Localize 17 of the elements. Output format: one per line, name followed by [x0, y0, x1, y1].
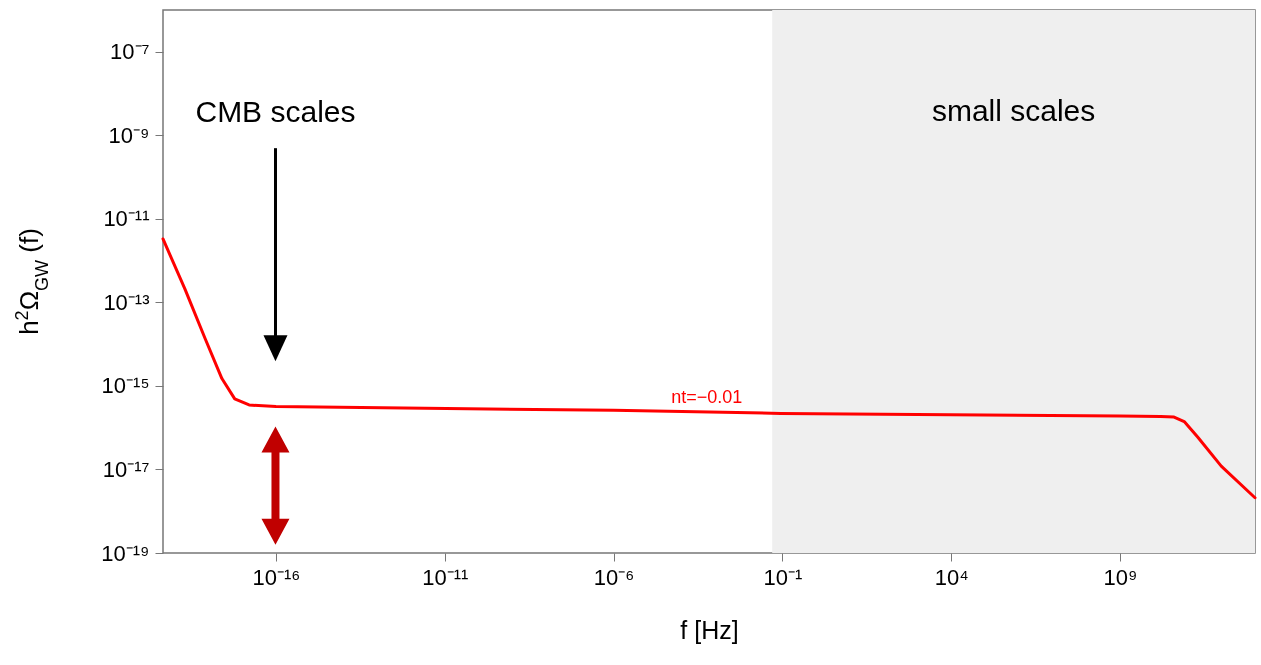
y-tick-label: 10⁻⁹	[108, 122, 150, 148]
annotation: nt=−0.01	[671, 386, 743, 407]
x-tick-label: 10⁻⁶	[593, 564, 635, 590]
y-tick-label: 10⁻¹³	[103, 289, 150, 315]
x-tick-label: 10⁴	[934, 564, 969, 590]
x-tick-label: 10⁻¹¹	[422, 564, 469, 590]
x-tick-label: 10⁻¹	[763, 564, 803, 590]
annotation: CMB scales	[195, 95, 356, 129]
y-tick-label: 10⁻⁷	[110, 39, 150, 65]
x-axis-title: f [Hz]	[680, 615, 739, 644]
y-tick-label: 10⁻¹⁵	[101, 373, 150, 399]
y-tick-label: 10⁻¹⁷	[102, 456, 150, 482]
x-tick-label: 10⁻¹⁶	[252, 564, 301, 590]
y-tick-label: 10⁻¹⁹	[101, 540, 150, 566]
y-tick-label: 10⁻¹¹	[103, 206, 150, 232]
band-label: small scales	[931, 94, 1096, 127]
x-tick-label: 10⁹	[1103, 564, 1138, 590]
